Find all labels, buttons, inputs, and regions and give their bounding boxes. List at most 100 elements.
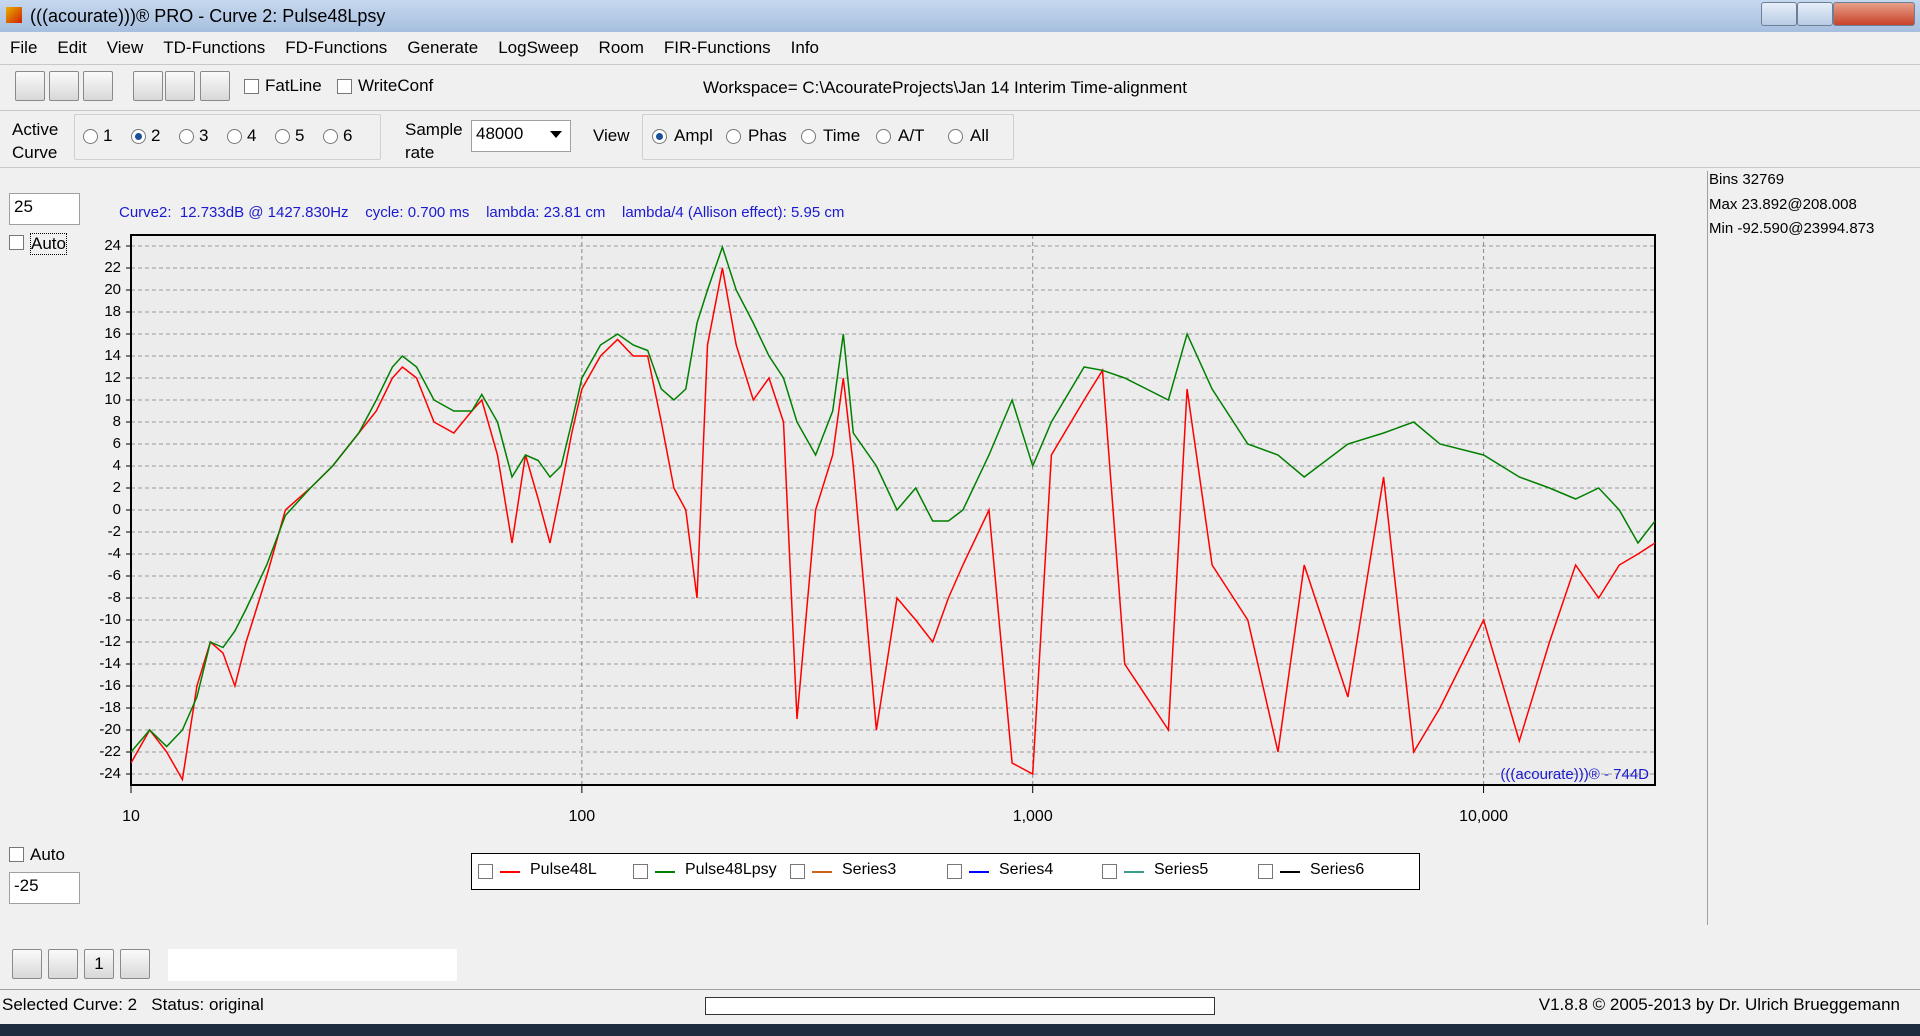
sample-rate-dropdown[interactable]: 48000 <box>471 120 571 152</box>
auto-bottom-label: Auto <box>30 845 65 864</box>
fatline-checkbox[interactable] <box>244 79 259 94</box>
menu-item[interactable]: FD-Functions <box>285 38 388 57</box>
view-radio[interactable] <box>801 129 816 144</box>
y-tick-label: 2 <box>113 479 121 496</box>
ymax-input[interactable]: 25 <box>9 193 80 225</box>
separator <box>0 64 1920 65</box>
menu-item[interactable]: Edit <box>57 38 87 57</box>
tool-button[interactable] <box>200 71 230 101</box>
y-tick-label: 6 <box>113 435 121 452</box>
legend <box>471 853 1420 890</box>
y-tick-label: 14 <box>104 347 121 364</box>
zoom-reset-label: 1 <box>94 954 104 973</box>
bins-info: Bins 32769 <box>1709 171 1785 188</box>
view-radio[interactable] <box>948 129 963 144</box>
ymin-value: -25 <box>14 876 39 895</box>
curve-radio-label: 3 <box>199 126 209 145</box>
zoom-reset-button[interactable]: 1 <box>84 949 114 979</box>
sample-rate-label: Sample rate <box>405 120 463 162</box>
panel-divider <box>1707 171 1708 925</box>
delete-button[interactable] <box>133 71 163 101</box>
menu-item[interactable]: File <box>10 38 38 57</box>
y-tick-label: 10 <box>104 391 121 408</box>
legend-swatch <box>655 871 675 873</box>
legend-swatch <box>1280 871 1300 873</box>
view-radio[interactable] <box>652 129 667 144</box>
active-curve-label: Active Curve <box>12 120 59 162</box>
y-tick-label: -10 <box>99 611 121 628</box>
menu-item[interactable]: TD-Functions <box>163 38 266 57</box>
menu-item[interactable]: LogSweep <box>498 38 579 57</box>
legend-label: Series6 <box>1310 861 1365 878</box>
view-radio[interactable] <box>876 129 891 144</box>
y-tick-label: 18 <box>104 303 121 320</box>
legend-swatch <box>1124 871 1144 873</box>
auto-bottom-checkbox[interactable] <box>9 847 24 862</box>
legend-checkbox[interactable] <box>633 864 648 879</box>
progress-bar <box>705 997 1215 1015</box>
legend-checkbox[interactable] <box>1102 864 1117 879</box>
y-tick-label: -14 <box>99 655 121 672</box>
curve-radio[interactable] <box>131 129 146 144</box>
legend-label: Pulse48L <box>530 861 597 878</box>
legend-checkbox[interactable] <box>947 864 962 879</box>
menu-item[interactable]: Generate <box>407 38 479 57</box>
menu-item[interactable]: Room <box>598 38 644 57</box>
list-button[interactable] <box>83 71 113 101</box>
curve-radio[interactable] <box>275 129 290 144</box>
menu-item[interactable]: FIR-Functions <box>663 38 771 57</box>
auto-top-label: Auto <box>30 233 67 255</box>
window-title: (((acourate)))® PRO - Curve 2: Pulse48Lp… <box>30 6 386 26</box>
series-line <box>131 244 1655 753</box>
legend-checkbox[interactable] <box>1258 864 1273 879</box>
y-tick-label: -12 <box>99 633 121 650</box>
close-button[interactable] <box>1833 2 1915 26</box>
status-box <box>264 949 361 981</box>
settings-button[interactable] <box>120 949 150 979</box>
maximize-button[interactable] <box>1797 2 1833 26</box>
y-tick-label: -2 <box>108 523 121 540</box>
legend-checkbox[interactable] <box>478 864 493 879</box>
view-radio-label: Time <box>823 126 861 145</box>
legend-label: Pulse48Lpsy <box>685 861 777 878</box>
curve-radio-label: 5 <box>295 126 305 145</box>
separator <box>0 167 1920 168</box>
y-tick-label: 0 <box>113 501 121 518</box>
fatline-label: FatLine <box>265 76 322 95</box>
curve-radio[interactable] <box>227 129 242 144</box>
menu-item[interactable]: Info <box>790 38 820 57</box>
legend-swatch <box>812 871 832 873</box>
status-box <box>168 949 265 981</box>
curve-radio-label: 4 <box>247 126 257 145</box>
y-tick-label: 16 <box>104 325 121 342</box>
workspace-label: Workspace= C:\AcourateProjects\Jan 14 In… <box>703 78 1187 97</box>
curve-group <box>74 114 381 160</box>
legend-swatch <box>969 871 989 873</box>
open-button[interactable] <box>15 71 45 101</box>
curve-radio[interactable] <box>323 129 338 144</box>
max-info: Max 23.892@208.008 <box>1709 196 1857 213</box>
cursor-info: Curve2: 12.733dB @ 1427.830Hz cycle: 0.7… <box>119 204 844 221</box>
zoom-in-button[interactable] <box>12 949 42 979</box>
curve-radio[interactable] <box>83 129 98 144</box>
status-right: V1.8.8 © 2005-2013 by Dr. Ulrich Bruegge… <box>1538 995 1900 1014</box>
zoom-out-button[interactable] <box>48 949 78 979</box>
writeconf-checkbox[interactable] <box>337 79 352 94</box>
menu-item[interactable]: View <box>106 38 144 57</box>
title-bar: (((acourate)))® PRO - Curve 2: Pulse48Lp… <box>0 0 1920 32</box>
y-tick-label: -8 <box>108 589 121 606</box>
view-radio[interactable] <box>726 129 741 144</box>
minimize-button[interactable] <box>1761 2 1797 26</box>
ymax-value: 25 <box>14 197 33 216</box>
min-info: Min -92.590@23994.873 <box>1709 220 1875 237</box>
ymin-input[interactable]: -25 <box>9 872 80 904</box>
legend-checkbox[interactable] <box>790 864 805 879</box>
sample-rate-value: 48000 <box>476 124 524 143</box>
save-button[interactable] <box>49 71 79 101</box>
delete-all-button[interactable] <box>165 71 195 101</box>
view-label: View <box>593 126 630 145</box>
auto-top-checkbox[interactable] <box>9 235 24 250</box>
curve-radio[interactable] <box>179 129 194 144</box>
curve-radio-label: 6 <box>343 126 353 145</box>
x-tick-label: 10,000 <box>1459 808 1508 825</box>
